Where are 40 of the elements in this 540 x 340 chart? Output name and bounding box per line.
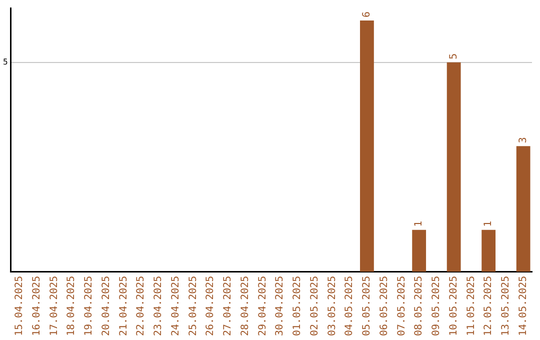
x-tick-label: 12.05.2025 <box>483 276 494 336</box>
x-tick-label: 17.04.2025 <box>48 276 60 336</box>
x-tick-label: 20.04.2025 <box>100 276 112 336</box>
x-tick-label: 26.04.2025 <box>205 276 216 336</box>
bar <box>482 230 496 272</box>
data-label: 3 <box>518 137 529 144</box>
x-tick-label: 18.04.2025 <box>66 276 78 336</box>
bar <box>412 230 426 272</box>
x-tick-label: 01.05.2025 <box>292 276 304 336</box>
x-tick-label: 24.04.2025 <box>170 276 182 336</box>
x-tick-label: 02.05.2025 <box>309 276 320 336</box>
x-tick-label: 28.04.2025 <box>240 276 251 336</box>
x-tick-label: 07.05.2025 <box>396 276 408 336</box>
x-tick-label: 06.05.2025 <box>378 276 390 336</box>
bar <box>360 20 374 272</box>
data-label: 6 <box>362 12 373 18</box>
x-tick-label: 25.04.2025 <box>188 276 199 336</box>
x-tick-label: 30.04.2025 <box>274 276 286 336</box>
x-tick-label: 21.04.2025 <box>118 276 130 336</box>
x-tick-label: 05.05.2025 <box>362 276 373 336</box>
x-tick-label: 27.04.2025 <box>222 276 234 336</box>
data-label: 1 <box>483 220 494 227</box>
x-tick-label: 03.05.2025 <box>326 276 338 336</box>
x-tick-label: 14.05.2025 <box>518 276 529 336</box>
data-label: 1 <box>414 220 425 227</box>
x-tick-label: 08.05.2025 <box>414 276 425 336</box>
bar <box>516 146 530 272</box>
x-tick-label: 16.04.2025 <box>31 276 42 336</box>
x-tick-label: 10.05.2025 <box>448 276 460 336</box>
x-tick-label: 19.04.2025 <box>84 276 95 336</box>
x-tick-label: 13.05.2025 <box>500 276 512 336</box>
x-tick-label: 11.05.2025 <box>466 276 477 336</box>
x-tick-label: 22.04.2025 <box>136 276 147 336</box>
x-tick-label: 29.04.2025 <box>257 276 268 336</box>
data-label: 5 <box>448 53 460 60</box>
bar <box>446 62 461 272</box>
x-tick-label: 04.05.2025 <box>344 276 356 336</box>
x-tick-label: 09.05.2025 <box>431 276 442 336</box>
x-tick-label: 23.04.2025 <box>153 276 164 336</box>
x-tick-label: 15.04.2025 <box>14 276 26 336</box>
